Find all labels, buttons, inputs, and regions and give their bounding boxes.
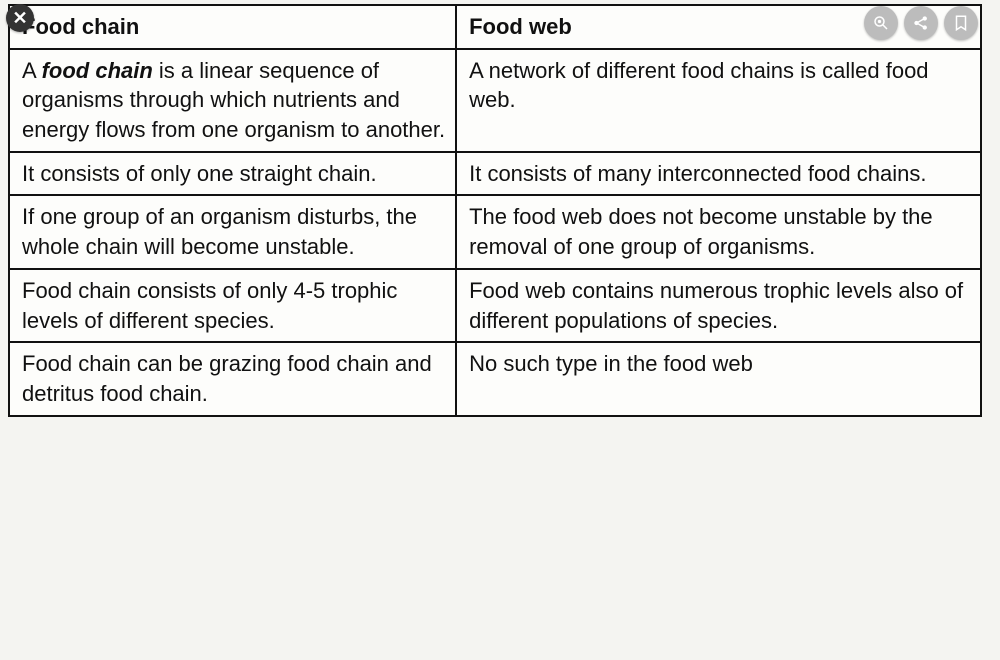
cell-left: Food chain consists of only 4-5 trophic … <box>9 269 456 342</box>
save-icon[interactable] <box>944 6 978 40</box>
column-header-food-chain: Food chain <box>9 5 456 49</box>
image-action-bar <box>864 6 978 40</box>
close-icon[interactable]: ✕ <box>6 4 34 32</box>
table-header-row: Food chain Food web <box>9 5 981 49</box>
cell-left: Food chain can be grazing food chain and… <box>9 342 456 415</box>
share-icon[interactable] <box>904 6 938 40</box>
lens-icon[interactable] <box>864 6 898 40</box>
table-row: Food chain consists of only 4-5 trophic … <box>9 269 981 342</box>
text-prefix: A <box>22 58 42 83</box>
cell-left: If one group of an organism disturbs, th… <box>9 195 456 268</box>
table-row: It consists of only one straight chain. … <box>9 152 981 196</box>
cell-right: A network of different food chains is ca… <box>456 49 981 152</box>
table-row: A food chain is a linear sequence of org… <box>9 49 981 152</box>
cell-left: A food chain is a linear sequence of org… <box>9 49 456 152</box>
comparison-table: Food chain Food web A food chain is a li… <box>8 4 982 417</box>
cell-left: It consists of only one straight chain. <box>9 152 456 196</box>
comparison-table-container: Food chain Food web A food chain is a li… <box>0 0 1000 417</box>
cell-right: The food web does not become unstable by… <box>456 195 981 268</box>
cell-right: Food web contains numerous trophic level… <box>456 269 981 342</box>
table-row: Food chain can be grazing food chain and… <box>9 342 981 415</box>
cell-right: It consists of many interconnected food … <box>456 152 981 196</box>
table-row: If one group of an organism disturbs, th… <box>9 195 981 268</box>
cell-right: No such type in the food web <box>456 342 981 415</box>
emphasized-term: food chain <box>42 58 153 83</box>
